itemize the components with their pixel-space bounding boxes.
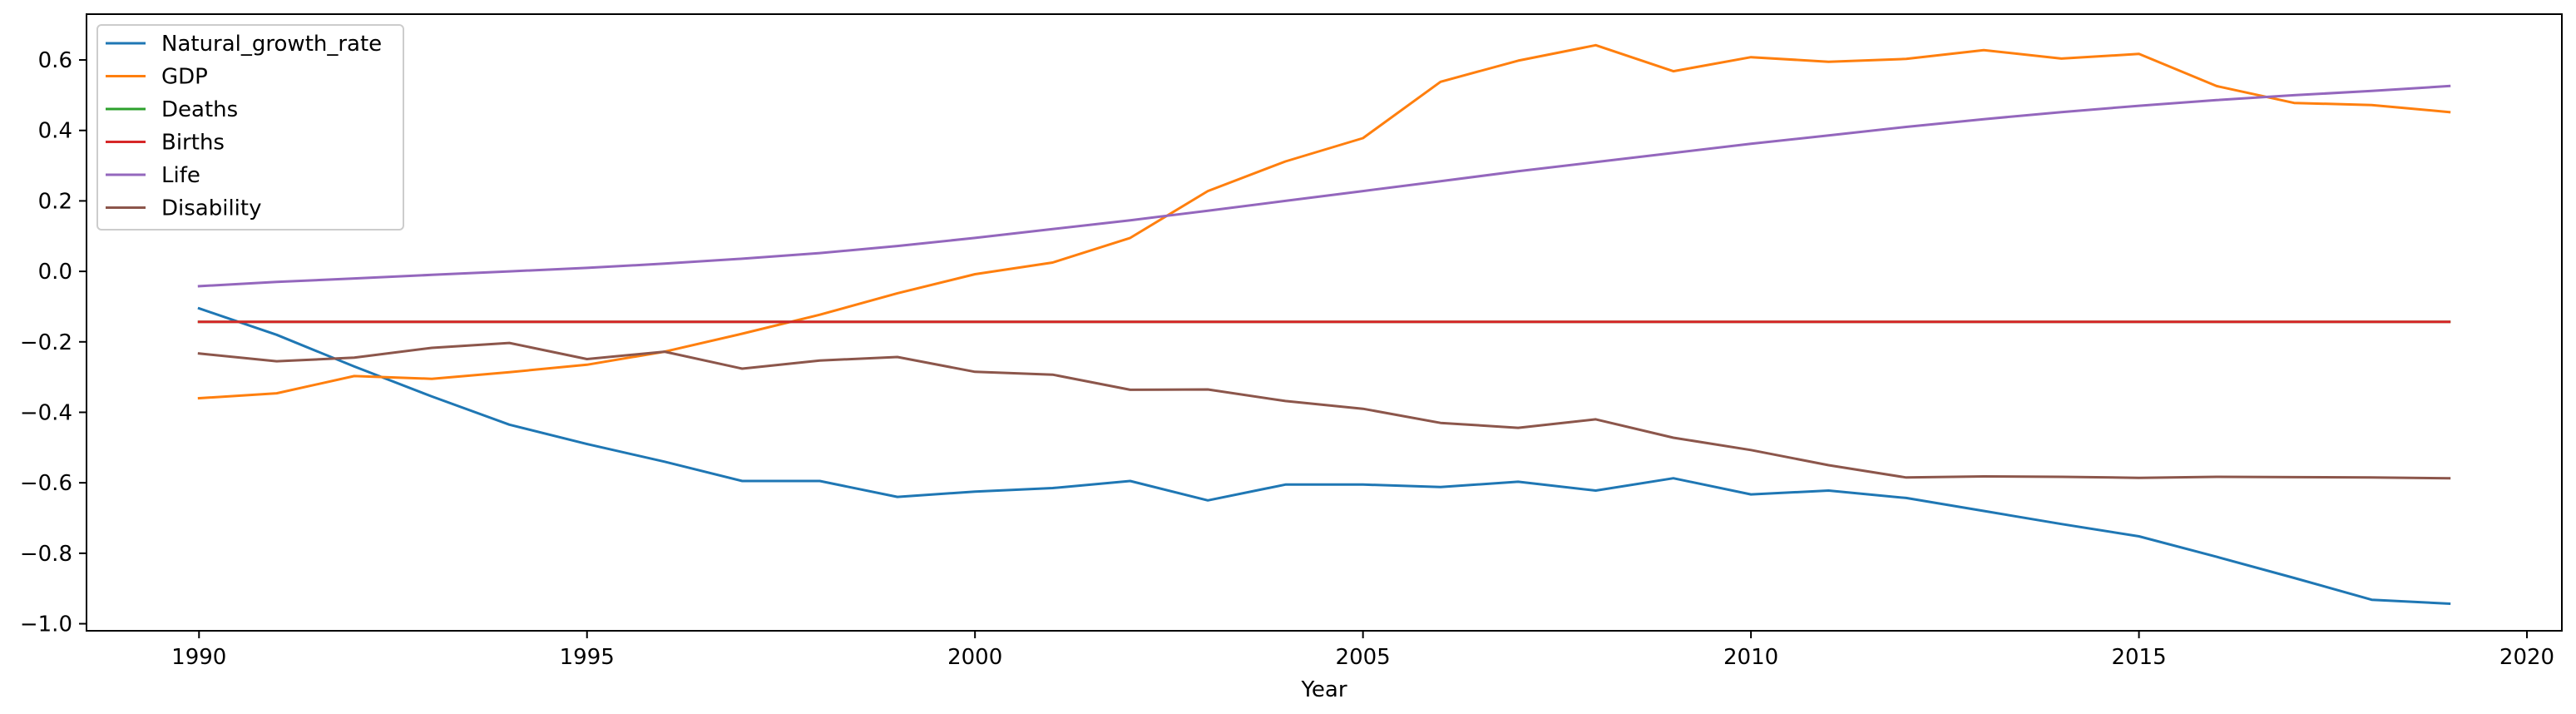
plot-frame	[86, 13, 2563, 632]
y-axis: −1.0 −0.8 −0.6 −0.4 −0.2 0.0 0.2 0.4 0.6	[20, 48, 87, 637]
x-tick-label: 1990	[171, 645, 226, 670]
legend-label: GDP	[161, 65, 208, 90]
y-tick-label: −1.0	[20, 612, 72, 637]
x-axis-label: Year	[1300, 677, 1347, 702]
y-tick-label: −0.8	[20, 542, 72, 567]
legend-box	[96, 24, 404, 231]
x-tick-label: 2015	[2111, 645, 2166, 670]
series-line-natural-growth-rate	[197, 306, 2451, 605]
y-tick-label: −0.2	[20, 330, 72, 355]
x-tick-label: 2005	[1336, 645, 1391, 670]
y-tick-label: −0.6	[20, 471, 72, 496]
y-tick-label: 0.4	[38, 119, 72, 144]
legend-label: Life	[161, 163, 200, 188]
series-line-life	[197, 84, 2451, 288]
legend-label: Natural_growth_rate	[161, 32, 382, 57]
legend-label: Deaths	[161, 97, 238, 122]
y-tick-label: −0.4	[20, 400, 72, 425]
x-tick-label: 1995	[560, 645, 615, 670]
y-tick-label: 0.6	[38, 48, 72, 73]
series-layer	[197, 43, 2451, 605]
series-line-disability	[197, 341, 2451, 480]
x-axis: 1990 1995 2000 2005 2010 2015 2020	[171, 631, 2554, 670]
x-tick-label: 2020	[2499, 645, 2554, 670]
legend-label: Births	[161, 131, 225, 156]
y-tick-label: 0.0	[38, 260, 72, 285]
series-line-gdp	[197, 43, 2451, 400]
x-tick-label: 2010	[1723, 645, 1778, 670]
x-tick-label: 2000	[947, 645, 1002, 670]
legend-entries: Natural_growth_rate GDP Deaths Births Life Di…	[106, 32, 382, 221]
y-tick-label: 0.2	[38, 189, 72, 214]
legend-label: Disability	[161, 196, 261, 221]
legend: Natural_growth_rate GDP Deaths Births Life Di…	[96, 24, 404, 231]
